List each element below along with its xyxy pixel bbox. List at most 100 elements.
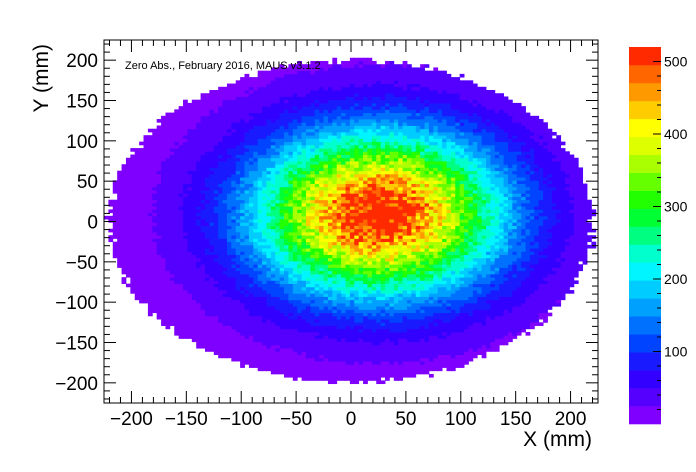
- heatmap-bin: [292, 261, 298, 265]
- heatmap-bin: [314, 293, 320, 297]
- heatmap-bin: [367, 261, 373, 265]
- heatmap-bin: [257, 193, 263, 197]
- heatmap-bin: [371, 170, 377, 175]
- heatmap-bin: [376, 235, 382, 239]
- heatmap-bin: [358, 377, 364, 381]
- heatmap-bin: [226, 115, 232, 120]
- heatmap-bin: [183, 267, 188, 272]
- heatmap-bin: [125, 161, 131, 165]
- heatmap-bin: [200, 193, 206, 197]
- heatmap-bin: [196, 270, 201, 275]
- heatmap-bin: [117, 261, 122, 265]
- heatmap-bin: [345, 348, 351, 352]
- heatmap-bin: [301, 135, 307, 139]
- heatmap-bin: [314, 170, 320, 175]
- heatmap-bin: [270, 306, 276, 310]
- heatmap-bin: [297, 80, 302, 84]
- heatmap-bin: [310, 235, 316, 239]
- heatmap-bin: [196, 299, 201, 304]
- heatmap-bin: [284, 199, 289, 204]
- heatmap-bin: [205, 135, 210, 139]
- heatmap-bin: [323, 112, 329, 117]
- heatmap-bin: [165, 161, 171, 165]
- heatmap-bin: [323, 144, 329, 149]
- heatmap-bin: [222, 299, 228, 304]
- heatmap-bin: [262, 357, 267, 362]
- heatmap-bin: [301, 335, 307, 339]
- heatmap-bin: [332, 277, 338, 281]
- heatmap-bin: [121, 280, 127, 285]
- heatmap-bin: [213, 351, 219, 355]
- heatmap-bin: [205, 202, 210, 207]
- heatmap-bin: [218, 109, 223, 113]
- heatmap-bin: [314, 219, 320, 223]
- heatmap-bin: [275, 144, 281, 149]
- heatmap-bin: [222, 344, 228, 349]
- heatmap-bin: [205, 215, 210, 220]
- heatmap-bin: [257, 270, 263, 275]
- heatmap-bin: [288, 238, 294, 243]
- heatmap-bin: [253, 228, 259, 233]
- heatmap-bin: [284, 209, 289, 214]
- heatmap-bin: [253, 264, 259, 268]
- heatmap-bin: [209, 144, 215, 149]
- heatmap-bin: [341, 180, 346, 184]
- heatmap-bin: [209, 148, 215, 152]
- heatmap-bin: [130, 277, 136, 281]
- heatmap-bin: [226, 302, 232, 307]
- heatmap-bin: [270, 354, 276, 359]
- heatmap-bin: [367, 341, 373, 346]
- heatmap-bin: [270, 228, 276, 233]
- heatmap-bin: [235, 135, 241, 139]
- heatmap-bin: [257, 212, 263, 217]
- heatmap-bin: [367, 167, 373, 172]
- heatmap-bin: [253, 122, 259, 126]
- heatmap-bin: [349, 264, 355, 268]
- heatmap-bin: [275, 296, 281, 301]
- heatmap-bin: [376, 328, 382, 333]
- heatmap-bin: [134, 251, 140, 255]
- heatmap-bin: [169, 141, 175, 146]
- heatmap-bin: [314, 338, 320, 343]
- heatmap-bin: [231, 280, 237, 285]
- heatmap-bin: [345, 341, 351, 346]
- heatmap-bin: [341, 83, 346, 88]
- heatmap-bin: [257, 157, 263, 162]
- heatmap-bin: [367, 319, 373, 323]
- heatmap-bin: [187, 235, 193, 239]
- heatmap-bin: [327, 361, 333, 365]
- heatmap-bin: [244, 196, 250, 201]
- heatmap-bin: [349, 73, 355, 78]
- heatmap-bin: [275, 361, 281, 365]
- heatmap-bin: [205, 261, 210, 265]
- heatmap-bin: [139, 173, 144, 178]
- heatmap-bin: [125, 228, 131, 233]
- heatmap-bin: [240, 206, 245, 210]
- heatmap-bin: [226, 180, 232, 184]
- heatmap-bin: [376, 109, 382, 113]
- heatmap-bin: [354, 190, 360, 194]
- heatmap-bin: [292, 341, 298, 346]
- heatmap-bin: [213, 280, 219, 285]
- heatmap-bin: [363, 264, 368, 268]
- heatmap-bin: [284, 83, 289, 88]
- heatmap-bin: [191, 290, 197, 294]
- heatmap-bin: [275, 83, 281, 88]
- heatmap-bin: [292, 177, 298, 181]
- heatmap-bin: [345, 90, 351, 94]
- heatmap-bin: [376, 332, 382, 336]
- heatmap-bin: [235, 235, 241, 239]
- heatmap-bin: [305, 277, 311, 281]
- heatmap-bin: [169, 277, 175, 281]
- heatmap-bin: [332, 64, 338, 68]
- heatmap-bin: [257, 83, 263, 88]
- heatmap-bin: [125, 209, 131, 214]
- heatmap-bin: [305, 235, 311, 239]
- heatmap-bin: [178, 306, 184, 310]
- heatmap-bin: [191, 238, 197, 243]
- heatmap-bin: [305, 296, 311, 301]
- heatmap-bin: [187, 248, 193, 252]
- heatmap-bin: [371, 373, 377, 378]
- heatmap-bin: [336, 183, 342, 188]
- heatmap-bin: [165, 131, 171, 136]
